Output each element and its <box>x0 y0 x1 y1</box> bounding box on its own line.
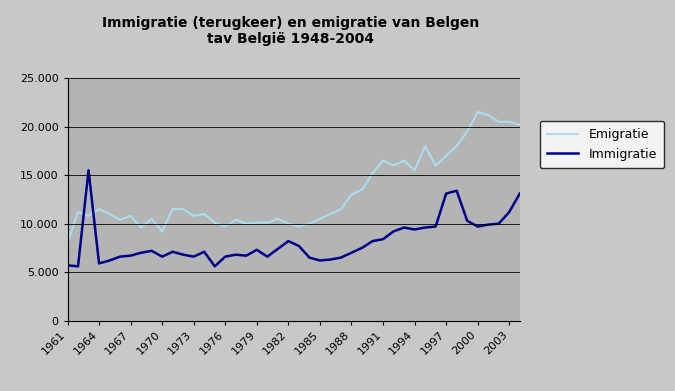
Immigratie <box>232 252 240 257</box>
Immigratie <box>421 225 429 230</box>
Immigratie <box>126 253 134 258</box>
Line: Immigratie: Immigratie <box>68 170 520 266</box>
Immigratie <box>305 255 313 260</box>
Emigratie <box>116 217 124 222</box>
Emigratie <box>505 120 513 124</box>
Emigratie <box>200 212 209 216</box>
Immigratie <box>252 248 261 252</box>
Emigratie <box>221 224 230 229</box>
Emigratie <box>232 217 240 222</box>
Emigratie <box>284 221 292 226</box>
Immigratie <box>484 222 492 227</box>
Emigratie <box>484 113 492 117</box>
Immigratie <box>190 254 198 259</box>
Line: Emigratie: Emigratie <box>68 112 520 243</box>
Immigratie <box>137 250 145 255</box>
Emigratie <box>389 163 398 168</box>
Emigratie <box>358 187 366 192</box>
Immigratie <box>211 264 219 269</box>
Immigratie <box>263 254 271 259</box>
Immigratie <box>442 191 450 196</box>
Emigratie <box>421 144 429 149</box>
Immigratie <box>431 224 439 229</box>
Emigratie <box>474 110 482 115</box>
Emigratie <box>95 207 103 212</box>
Immigratie <box>242 253 250 258</box>
Immigratie <box>284 239 292 244</box>
Immigratie <box>179 252 187 257</box>
Immigratie <box>453 188 461 193</box>
Immigratie <box>316 258 324 263</box>
Immigratie <box>200 249 209 254</box>
Emigratie <box>242 221 250 226</box>
Emigratie <box>169 207 177 212</box>
Immigratie <box>105 258 113 263</box>
Emigratie <box>410 168 418 173</box>
Immigratie <box>474 224 482 229</box>
Immigratie <box>495 221 503 226</box>
Immigratie <box>400 225 408 230</box>
Emigratie <box>316 217 324 221</box>
Emigratie <box>211 221 219 225</box>
Emigratie <box>463 129 471 134</box>
Emigratie <box>126 213 134 218</box>
Emigratie <box>84 213 92 218</box>
Immigratie <box>505 210 513 214</box>
Emigratie <box>295 224 303 229</box>
Immigratie <box>358 246 366 250</box>
Immigratie <box>369 239 377 244</box>
Emigratie <box>190 213 198 218</box>
Immigratie <box>221 254 230 259</box>
Immigratie <box>295 244 303 248</box>
Emigratie <box>137 225 145 230</box>
Emigratie <box>442 153 450 158</box>
Emigratie <box>158 229 166 234</box>
Immigratie <box>116 254 124 259</box>
Emigratie <box>74 210 82 214</box>
Text: Immigratie (terugkeer) en emigratie van Belgen
tav België 1948-2004: Immigratie (terugkeer) en emigratie van … <box>102 16 479 46</box>
Immigratie <box>169 249 177 254</box>
Immigratie <box>84 168 92 173</box>
Immigratie <box>379 237 387 242</box>
Emigratie <box>263 221 271 225</box>
Emigratie <box>327 212 335 216</box>
Emigratie <box>453 144 461 149</box>
Immigratie <box>158 254 166 259</box>
Immigratie <box>410 227 418 232</box>
Emigratie <box>348 192 356 197</box>
Emigratie <box>337 207 345 212</box>
Emigratie <box>105 212 113 216</box>
Emigratie <box>369 171 377 176</box>
Immigratie <box>95 261 103 266</box>
Legend: Emigratie, Immigratie: Emigratie, Immigratie <box>539 121 664 168</box>
Emigratie <box>274 217 282 221</box>
Immigratie <box>389 229 398 234</box>
Immigratie <box>337 255 345 260</box>
Emigratie <box>148 217 156 221</box>
Emigratie <box>400 158 408 163</box>
Immigratie <box>74 264 82 269</box>
Emigratie <box>252 221 261 225</box>
Immigratie <box>348 250 356 255</box>
Emigratie <box>63 241 72 246</box>
Immigratie <box>327 257 335 262</box>
Emigratie <box>179 207 187 212</box>
Immigratie <box>516 191 524 196</box>
Immigratie <box>463 219 471 223</box>
Emigratie <box>379 158 387 163</box>
Emigratie <box>495 120 503 124</box>
Immigratie <box>63 263 72 268</box>
Immigratie <box>148 248 156 253</box>
Emigratie <box>431 163 439 168</box>
Emigratie <box>305 221 313 226</box>
Emigratie <box>516 122 524 127</box>
Immigratie <box>274 246 282 251</box>
